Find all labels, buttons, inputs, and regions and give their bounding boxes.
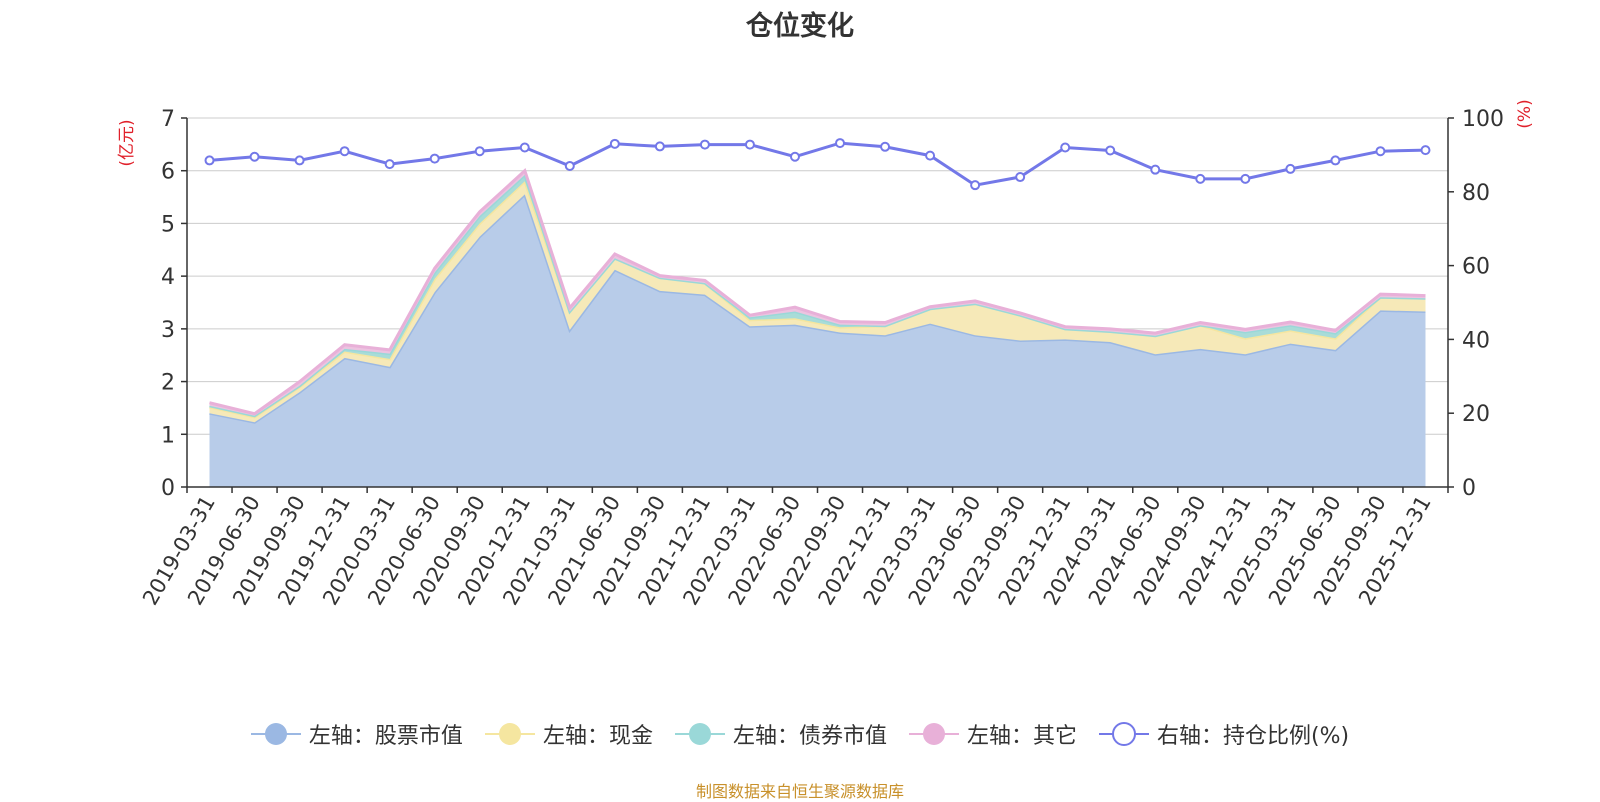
ratio-line-path bbox=[209, 141, 1426, 187]
circle-icon bbox=[484, 723, 535, 745]
ratio-point bbox=[1195, 173, 1206, 184]
legend-item-other[interactable]: 左轴：其它 bbox=[908, 718, 1077, 750]
legend-label: 左轴：股票市值 bbox=[308, 724, 463, 749]
ratio-point bbox=[744, 139, 755, 150]
ratio-point bbox=[609, 138, 620, 149]
ratio-point bbox=[1420, 145, 1431, 156]
left-tick-label: 4 bbox=[161, 265, 175, 290]
left-tick-label: 7 bbox=[161, 107, 175, 132]
left-tick-label: 0 bbox=[161, 476, 175, 501]
ratio-point bbox=[249, 151, 260, 162]
left-tick-label: 2 bbox=[161, 371, 175, 396]
ratio-point bbox=[789, 151, 800, 162]
ratio-point bbox=[1285, 163, 1296, 174]
legend-label: 左轴：债券市值 bbox=[732, 724, 887, 749]
ratio-point bbox=[835, 138, 846, 149]
ratio-point bbox=[294, 155, 305, 166]
legend-item-ratio[interactable]: 右轴：持仓比例(%) bbox=[1098, 718, 1350, 750]
ratio-point bbox=[1330, 155, 1341, 166]
area-line bbox=[209, 168, 1426, 416]
ratio-point bbox=[699, 139, 710, 150]
ratio-point bbox=[970, 180, 981, 191]
left-tick-label: 1 bbox=[161, 423, 175, 448]
right-tick-label: 80 bbox=[1462, 181, 1490, 206]
left-tick-label: 3 bbox=[161, 318, 175, 343]
ratio-line bbox=[204, 138, 1431, 191]
legend-label: 右轴：持仓比例(%) bbox=[1156, 724, 1350, 749]
ratio-point bbox=[339, 146, 350, 157]
circle-icon bbox=[250, 723, 301, 745]
ratio-point bbox=[429, 153, 440, 164]
circle-icon bbox=[908, 723, 959, 745]
right-tick-label: 20 bbox=[1462, 402, 1490, 427]
legend-item-bond[interactable]: 左轴：债券市值 bbox=[674, 718, 887, 750]
chart-title: 仓位变化 bbox=[746, 11, 854, 42]
ratio-point bbox=[925, 150, 936, 161]
right-tick-label: 0 bbox=[1462, 476, 1476, 501]
ratio-point bbox=[474, 146, 485, 157]
ratio-point bbox=[1240, 173, 1251, 184]
right-axis-unit: (%) bbox=[1515, 99, 1535, 128]
legend-label: 左轴：现金 bbox=[542, 724, 653, 749]
right-tick-label: 60 bbox=[1462, 255, 1490, 280]
ratio-point bbox=[1060, 142, 1071, 153]
ratio-point bbox=[654, 141, 665, 152]
ratio-point bbox=[204, 155, 215, 166]
data-source-note: 制图数据来自恒生聚源数据库 bbox=[695, 782, 904, 801]
ratio-point bbox=[1375, 146, 1386, 157]
circle-icon bbox=[674, 723, 725, 745]
legend: 左轴：股票市值 左轴：现金 左轴：债券市值 左轴：其它 右轴：持仓比例(%) bbox=[0, 718, 1600, 750]
legend-item-cash[interactable]: 左轴：现金 bbox=[484, 718, 653, 750]
area-9bb8e3 bbox=[209, 194, 1426, 487]
hollow-circle-icon bbox=[1098, 722, 1149, 746]
left-tick-label: 5 bbox=[161, 212, 175, 237]
legend-item-stock[interactable]: 左轴：股票市值 bbox=[250, 718, 463, 750]
stacked-areas bbox=[209, 168, 1426, 487]
left-tick-label: 6 bbox=[161, 160, 175, 185]
ratio-point bbox=[1105, 145, 1116, 156]
right-tick-label: 100 bbox=[1462, 107, 1504, 132]
ratio-point bbox=[384, 159, 395, 170]
right-tick-label: 40 bbox=[1462, 328, 1490, 353]
left-axis-unit: (亿元) bbox=[117, 119, 137, 166]
ratio-point bbox=[1150, 164, 1161, 175]
ratio-point bbox=[1015, 172, 1026, 183]
ratio-point bbox=[519, 142, 530, 153]
ratio-point bbox=[564, 160, 575, 171]
legend-label: 左轴：其它 bbox=[966, 724, 1077, 749]
ratio-point bbox=[880, 141, 891, 152]
